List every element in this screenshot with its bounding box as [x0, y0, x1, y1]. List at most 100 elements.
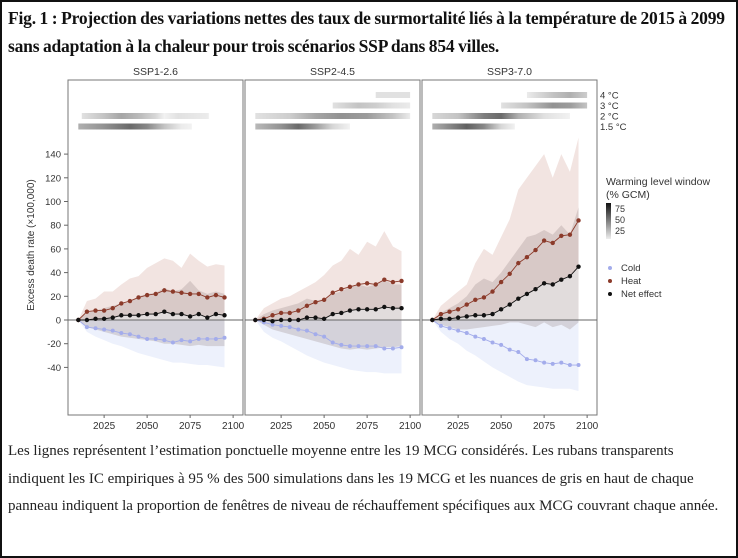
x-tick-label: 2025 — [270, 421, 293, 432]
net-point — [153, 311, 158, 317]
heat-point — [373, 282, 378, 287]
heat-point — [313, 300, 318, 305]
y-tick-label: 60 — [50, 244, 61, 255]
net-point — [390, 305, 396, 311]
cold-point — [373, 344, 378, 349]
warming-bar-2 — [81, 113, 210, 119]
cold-point — [93, 326, 98, 331]
heat-point — [84, 309, 90, 314]
heat-point — [438, 311, 444, 317]
net-point — [313, 315, 318, 320]
legend-label: Cold — [621, 263, 641, 274]
net-point — [110, 315, 115, 320]
net-point — [473, 313, 478, 318]
cold-point — [516, 349, 521, 354]
net-point — [119, 313, 124, 318]
warming-bar-1.5 — [78, 123, 192, 130]
net-point — [524, 291, 530, 297]
cold-point — [347, 344, 352, 349]
heat-point — [330, 290, 335, 295]
warming-bar-4 — [526, 92, 588, 98]
cold-point — [287, 325, 292, 330]
warming-level-label: 2 °C — [600, 112, 619, 123]
cold-point — [153, 336, 158, 341]
heat-ci-band — [78, 253, 225, 320]
net-point — [296, 317, 301, 323]
heat-point — [498, 279, 504, 285]
cold-point — [127, 332, 132, 337]
cold-point — [136, 334, 141, 339]
cold-point — [559, 360, 564, 365]
cold-point — [399, 345, 404, 350]
heat-point — [516, 260, 521, 266]
net-point — [430, 317, 435, 323]
net-point — [481, 313, 487, 318]
cold-point — [390, 346, 395, 351]
cold-point — [304, 328, 309, 333]
net-point — [507, 302, 512, 307]
net-point — [559, 277, 564, 282]
cold-point — [382, 346, 387, 351]
warming-legend-title: Warming level window — [606, 176, 710, 188]
panel-title: SSP1-2.6 — [133, 66, 178, 78]
x-tick-label: 2100 — [399, 421, 422, 432]
cold-point — [213, 336, 218, 341]
warming-bar-1.5 — [432, 123, 515, 130]
heat-point — [576, 218, 581, 223]
heat-point — [399, 278, 404, 284]
net-point — [136, 313, 141, 318]
heat-point — [567, 232, 573, 237]
net-point — [541, 281, 547, 286]
heat-point — [127, 298, 133, 304]
heat-point — [153, 291, 158, 297]
panel-title: SSP3-7.0 — [487, 66, 532, 78]
legend-label: Heat — [621, 276, 641, 287]
cold-point — [119, 331, 124, 336]
heat-point — [170, 289, 176, 294]
heat-point — [304, 303, 310, 308]
cold-point — [533, 358, 538, 363]
cold-point — [456, 328, 461, 333]
warming-legend-subtitle: (% GCM) — [606, 189, 650, 201]
heat-point — [559, 233, 564, 239]
net-point — [205, 315, 210, 320]
net-point — [533, 286, 538, 292]
warming-legend-colorbar — [606, 203, 611, 239]
cold-point — [222, 335, 227, 340]
cold-ci-band — [432, 320, 579, 392]
x-tick-label: 2025 — [447, 421, 470, 432]
net-point — [179, 311, 184, 317]
net-point — [576, 264, 581, 269]
cold-point — [524, 357, 529, 362]
net-point — [498, 307, 504, 312]
figure-caption: Les lignes représentent l’estimation pon… — [8, 443, 719, 514]
x-tick-label: 2075 — [533, 421, 556, 432]
heat-point — [490, 289, 495, 294]
panel-ssp1-2.6 — [67, 79, 244, 418]
net-point — [84, 317, 90, 323]
heat-point — [464, 302, 469, 307]
y-tick-label: 140 — [45, 150, 61, 161]
heat-point — [187, 291, 193, 297]
heat-point — [550, 240, 555, 246]
warming-bar-4 — [375, 92, 411, 98]
net-point — [516, 296, 521, 301]
cold-point — [205, 336, 210, 341]
panel-ssp2-4.5 — [244, 79, 421, 418]
legend-marker-heat — [608, 279, 612, 283]
heat-point — [93, 308, 98, 313]
net-point — [399, 305, 404, 311]
net-point — [261, 317, 267, 323]
y-tick-label: 120 — [45, 173, 61, 184]
heat-point — [321, 297, 327, 303]
x-tick-label: 2025 — [93, 421, 116, 432]
heat-point — [296, 308, 301, 313]
x-tick-label: 2050 — [313, 421, 336, 432]
warming-bar-3 — [501, 102, 588, 109]
heat-point — [481, 295, 487, 300]
net-point — [455, 315, 461, 320]
heat-point — [473, 297, 478, 303]
cold-point — [438, 323, 443, 328]
warming-legend-tick: 75 — [615, 204, 625, 214]
